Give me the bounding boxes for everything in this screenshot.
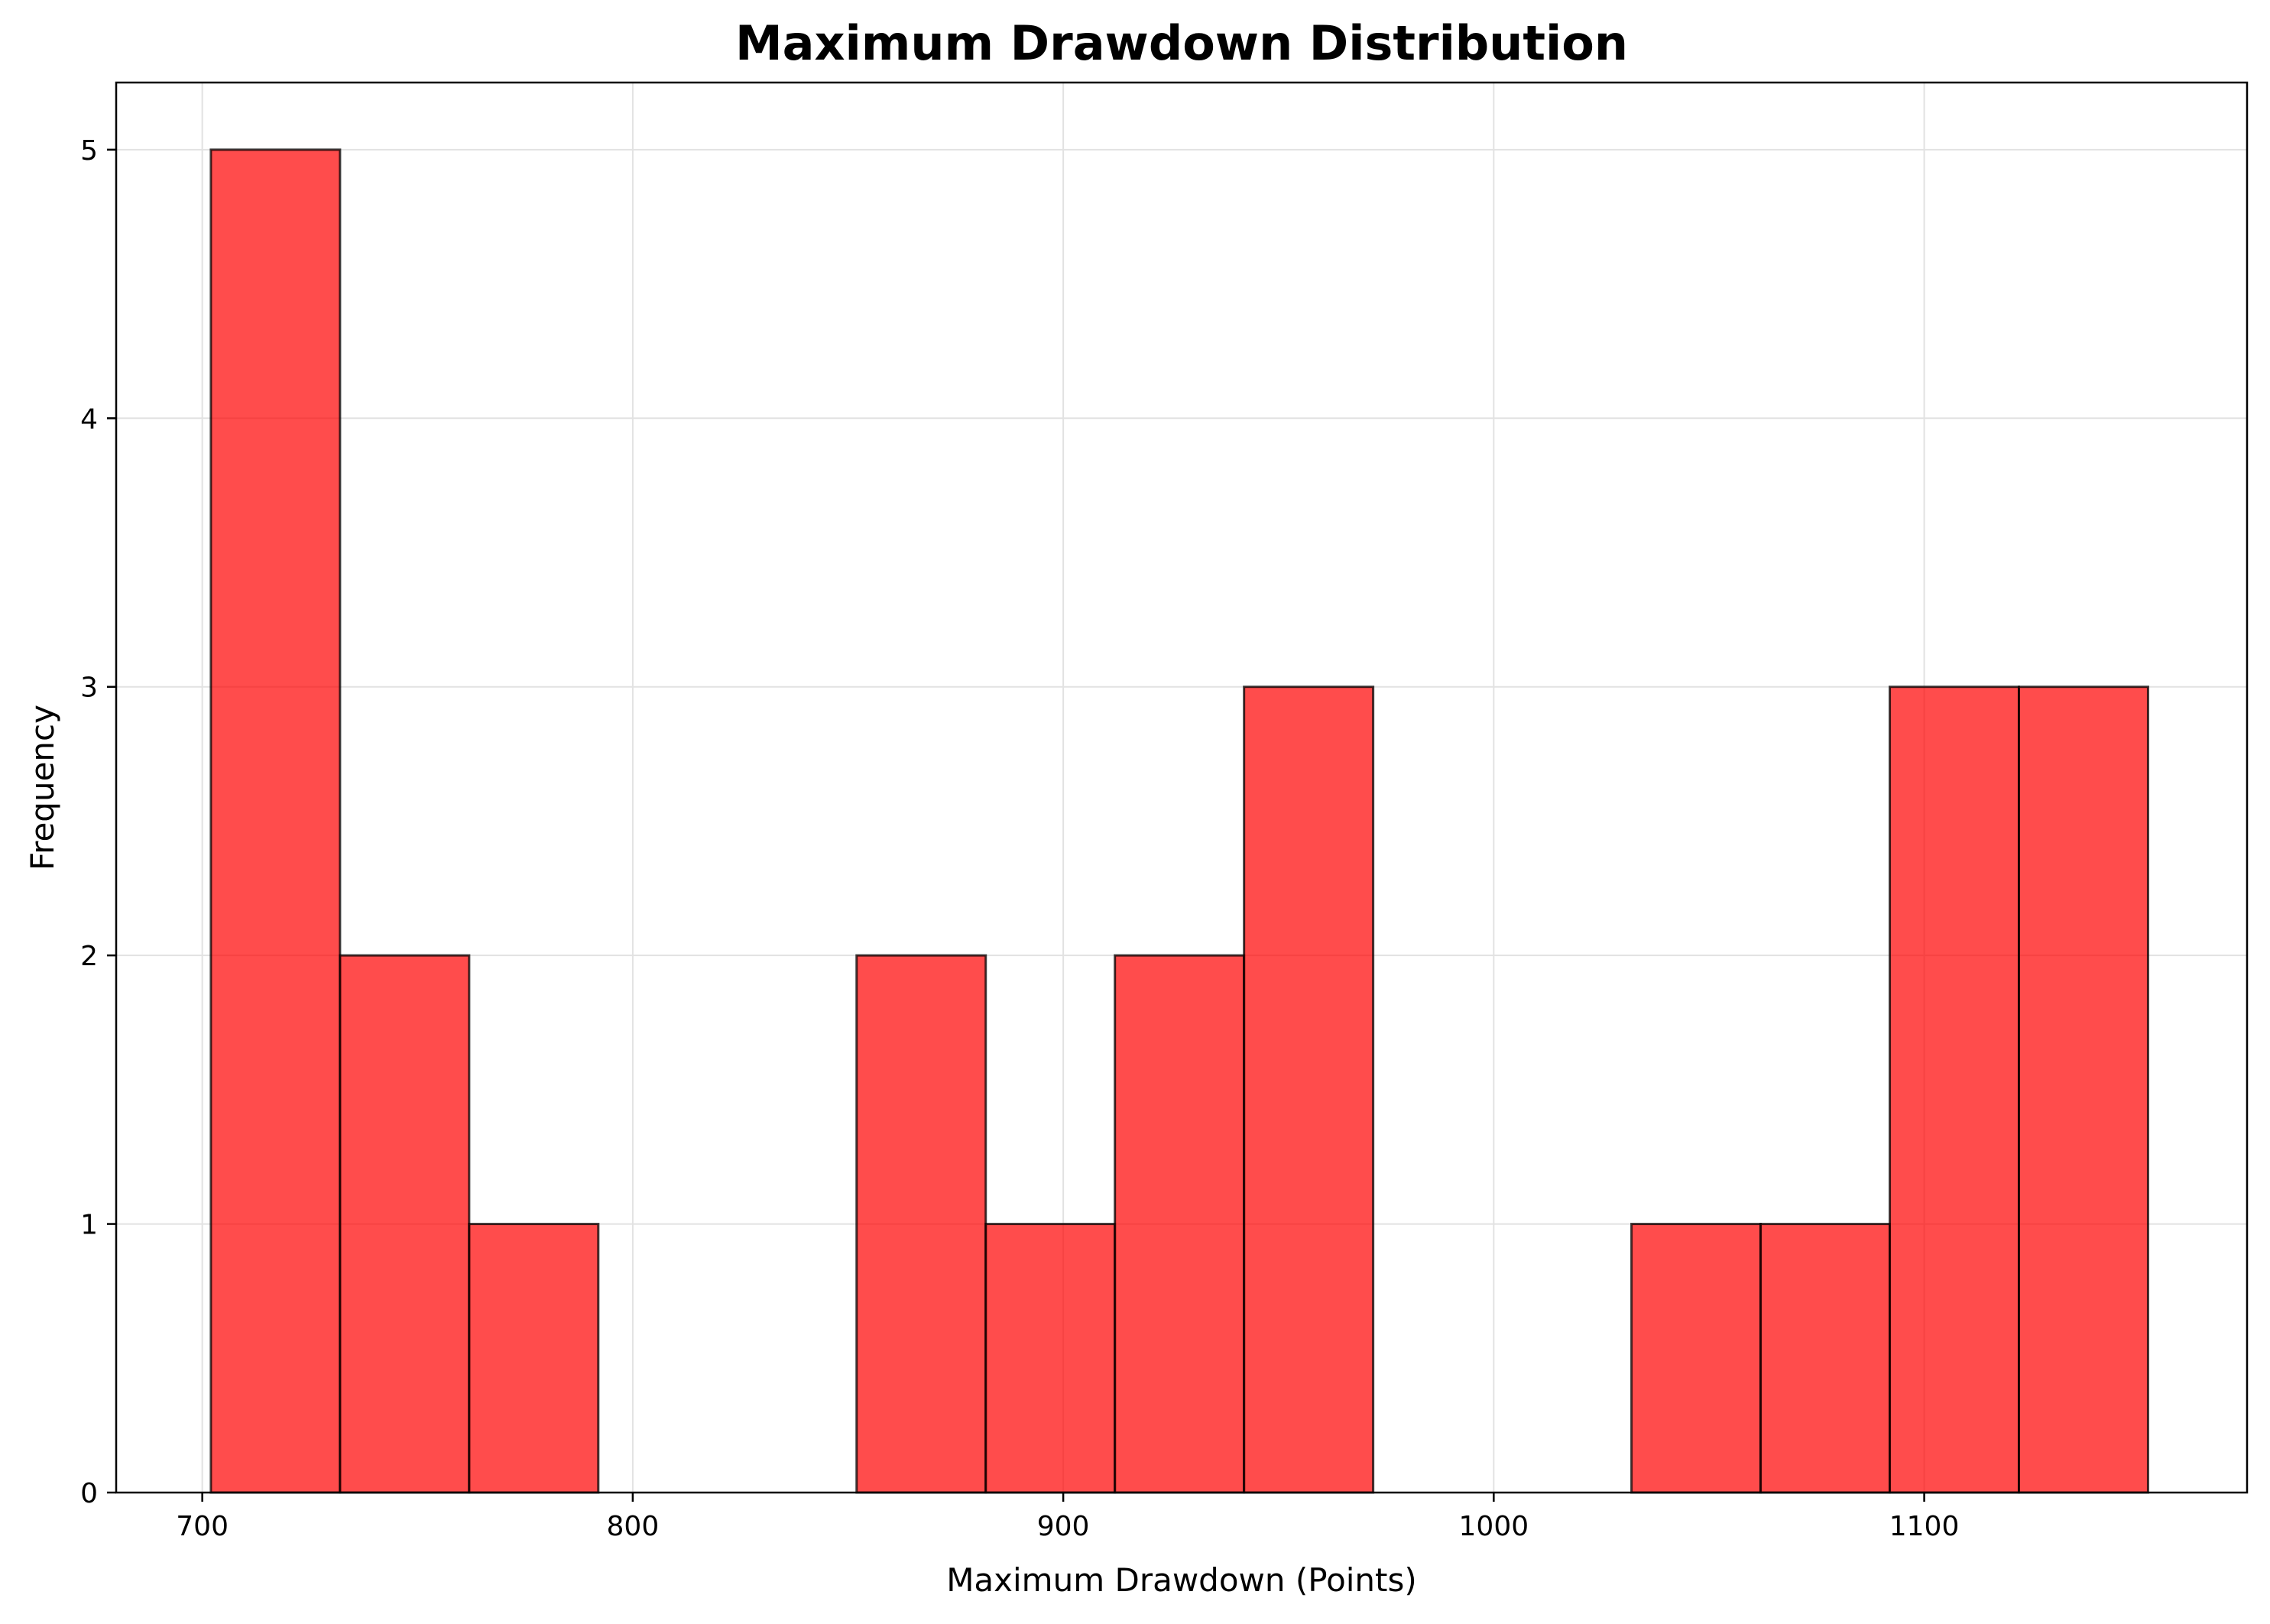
y-tick-label: 2 (80, 941, 98, 972)
histogram-bars (209, 148, 2149, 1494)
histogram-bar (984, 1223, 1117, 1494)
histogram-bar (1889, 686, 2020, 1494)
y-tick-label: 3 (80, 673, 98, 704)
y-tick-label: 1 (80, 1210, 98, 1241)
chart-title: Maximum Drawdown Distribution (735, 15, 1628, 71)
x-axis-label: Maximum Drawdown (Points) (946, 1561, 1417, 1599)
axis-ticks: 700 800 900 1000 1100 0 1 2 3 4 5 (80, 135, 1959, 1542)
histogram-bar (1759, 1223, 1892, 1494)
histogram-bar (1243, 686, 1375, 1494)
histogram-bar (209, 148, 342, 1494)
histogram-bar (468, 1223, 600, 1494)
x-tick-label: 900 (1037, 1511, 1090, 1542)
histogram-bar (1114, 954, 1246, 1494)
histogram-bar (339, 954, 471, 1494)
y-tick-label: 4 (80, 404, 98, 435)
histogram-bar (855, 954, 987, 1494)
x-tick-label: 700 (176, 1511, 229, 1542)
histogram-bar (1630, 1223, 1762, 1494)
plot-frame (115, 81, 2249, 1494)
histogram-bar (2017, 686, 2149, 1494)
y-axis-label: Frequency (24, 705, 61, 870)
y-tick-label: 0 (80, 1478, 98, 1509)
x-tick-label: 1000 (1459, 1511, 1529, 1542)
y-tick-label: 5 (80, 135, 98, 167)
x-tick-label: 800 (607, 1511, 660, 1542)
x-tick-label: 1100 (1889, 1511, 1960, 1542)
